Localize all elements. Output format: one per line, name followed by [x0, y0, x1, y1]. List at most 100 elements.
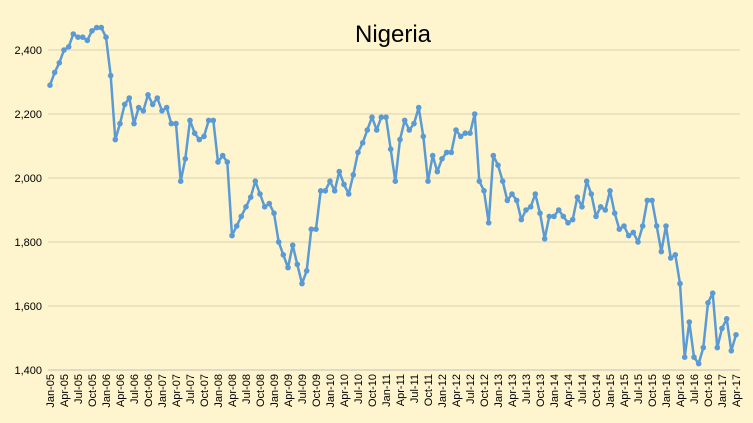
data-point: [555, 207, 562, 213]
data-point: [51, 69, 58, 76]
data-point: [551, 213, 557, 220]
x-tick-label: Oct-15: [647, 374, 659, 407]
data-point: [93, 24, 100, 31]
data-point: [56, 60, 63, 66]
data-point: [406, 127, 413, 133]
x-tick-label: Jan-08: [213, 374, 225, 408]
x-tick-label: Jan-17: [717, 374, 729, 408]
chart-title: Nigeria: [355, 21, 432, 48]
data-point: [527, 204, 534, 210]
x-tick-label: Jul-16: [689, 374, 701, 404]
data-point: [434, 168, 441, 175]
data-point: [621, 223, 627, 229]
data-point: [471, 111, 478, 117]
data-point: [215, 159, 221, 165]
x-tick-label: Jul-09: [297, 374, 309, 404]
data-point: [369, 114, 375, 120]
data-point: [187, 117, 193, 124]
x-tick-label: Jul-08: [241, 374, 253, 404]
data-point: [439, 156, 445, 162]
data-point: [350, 172, 357, 178]
data-point: [238, 213, 245, 220]
data-point: [401, 117, 408, 124]
data-point: [294, 261, 301, 268]
data-point: [126, 95, 133, 101]
data-point: [597, 204, 604, 210]
data-point: [65, 44, 72, 50]
data-point: [233, 223, 240, 229]
data-point: [457, 133, 464, 140]
x-tick-label: Oct-07: [199, 374, 211, 407]
data-point: [504, 197, 511, 204]
data-point: [541, 236, 548, 242]
x-tick-label: Apr-15: [619, 374, 631, 407]
data-point: [261, 204, 268, 210]
data-point: [485, 220, 492, 226]
data-point: [481, 188, 487, 194]
data-point: [131, 120, 137, 127]
data-point: [495, 162, 501, 168]
data-point: [341, 181, 347, 188]
data-point: [159, 108, 165, 114]
x-tick-label: Jan-11: [381, 374, 393, 407]
data-point: [537, 210, 543, 216]
data-point: [336, 168, 343, 175]
data-point: [224, 159, 231, 165]
data-point: [476, 178, 483, 184]
data-point: [280, 252, 287, 258]
data-point: [145, 92, 151, 98]
x-tick-label: Apr-05: [59, 374, 71, 407]
data-point: [397, 136, 403, 143]
data-point: [513, 197, 520, 204]
data-point: [616, 226, 623, 232]
x-tick-label: Jan-14: [549, 374, 561, 408]
data-point: [266, 200, 273, 207]
x-tick-label: Apr-13: [507, 374, 519, 407]
x-tick-label: Oct-06: [143, 374, 155, 407]
data-point: [560, 213, 567, 220]
data-point: [607, 188, 613, 194]
data-point: [345, 191, 352, 197]
data-point: [588, 191, 595, 197]
data-point: [653, 223, 660, 229]
x-tick-label: Jan-06: [101, 374, 113, 408]
data-point: [443, 149, 450, 156]
data-point: [677, 280, 683, 287]
data-point: [168, 120, 175, 127]
data-point: [723, 316, 730, 322]
x-tick-label: Apr-10: [339, 374, 351, 407]
x-tick-label: Jul-14: [577, 374, 589, 404]
data-point: [705, 300, 711, 306]
data-point: [383, 114, 389, 120]
x-tick-label: Apr-12: [451, 374, 463, 407]
x-tick-label: Apr-14: [563, 374, 575, 407]
series-nigeria: [47, 24, 739, 367]
data-point: [219, 152, 226, 159]
data-point: [658, 248, 665, 255]
y-tick-label: 1,600: [14, 301, 42, 313]
data-point: [649, 197, 655, 204]
data-point: [630, 229, 637, 236]
x-tick-label: Jan-12: [437, 374, 449, 408]
data-point: [196, 136, 203, 143]
data-point: [243, 204, 249, 210]
data-point: [667, 255, 674, 261]
y-tick-label: 2,200: [14, 109, 42, 121]
data-point: [299, 280, 305, 287]
data-point: [135, 104, 142, 111]
data-point: [700, 344, 707, 351]
data-point: [257, 191, 263, 197]
data-point: [644, 197, 651, 204]
data-point: [173, 120, 179, 127]
data-point: [359, 140, 366, 146]
data-point: [518, 216, 525, 223]
x-tick-label: Jan-07: [157, 374, 169, 408]
data-point: [205, 117, 212, 124]
data-point: [695, 360, 702, 367]
x-tick-label: Jan-09: [269, 374, 281, 408]
x-tick-label: Oct-12: [479, 374, 491, 407]
data-point: [546, 213, 553, 220]
data-point: [490, 152, 497, 159]
data-point: [714, 344, 721, 351]
